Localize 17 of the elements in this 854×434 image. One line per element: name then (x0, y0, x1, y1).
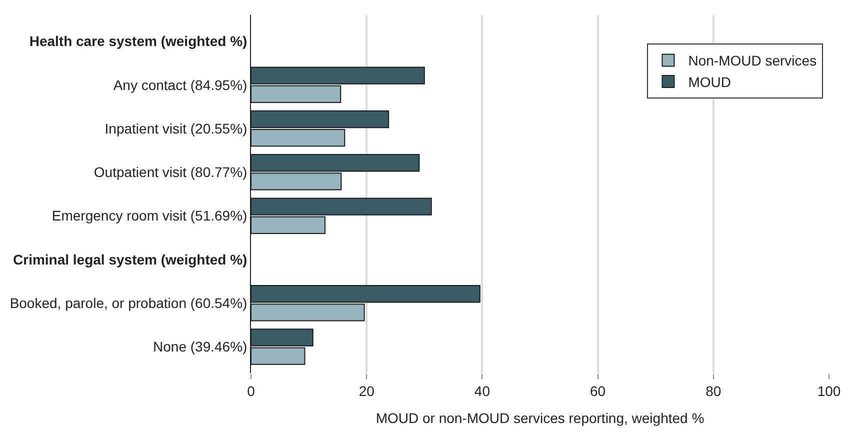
x-tick-label: 40 (474, 382, 490, 399)
x-tick-label: 60 (590, 382, 606, 399)
x-tick-label: 100 (817, 382, 841, 399)
x-axis-title: MOUD or non-MOUD services reporting, weighted % (376, 410, 704, 426)
y-tick-label: None (39.46%) (153, 338, 248, 355)
legend-label: Non-MOUD services (688, 52, 817, 69)
y-tick-label: Any contact (84.95%) (113, 76, 248, 93)
legend-label: MOUD (688, 74, 731, 90)
y-tick-label: Health care system (weighted %) (29, 33, 248, 50)
y-tick-label: Inpatient visit (20.55%) (104, 120, 248, 136)
x-tick-label: 0 (247, 382, 256, 399)
y-tick-label: Outpatient visit (80.77%) (94, 164, 248, 180)
x-tick-label: 80 (706, 382, 722, 399)
y-tick-label: Emergency room visit (51.69%) (52, 208, 248, 224)
x-tick-label: 20 (358, 382, 375, 399)
y-tick-label: Booked, parole, or probation (60.54%) (10, 295, 248, 312)
y-tick-label: Criminal legal system (weighted %) (13, 251, 248, 268)
